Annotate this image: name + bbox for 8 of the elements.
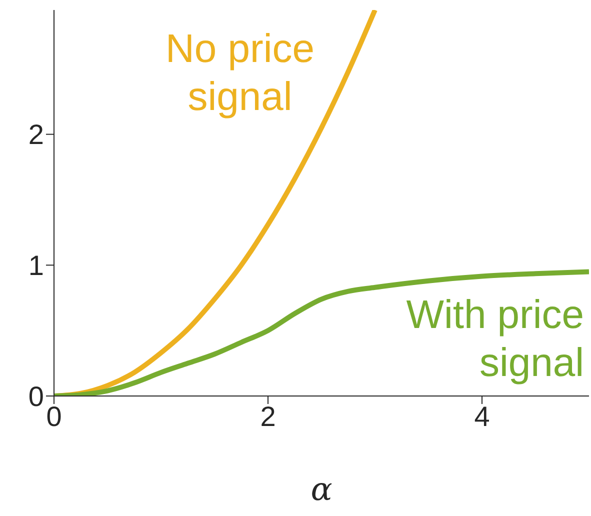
x-axis-title: α	[310, 470, 332, 508]
series-label: With price signal	[406, 293, 584, 385]
x-tick-label: 2	[260, 400, 276, 432]
x-tick-label: 4	[474, 400, 490, 432]
y-tick-label: 0	[28, 380, 44, 412]
series-label: No price signal	[166, 27, 314, 119]
y-tick-label: 2	[28, 119, 44, 150]
y-tick-label: 1	[28, 250, 44, 282]
